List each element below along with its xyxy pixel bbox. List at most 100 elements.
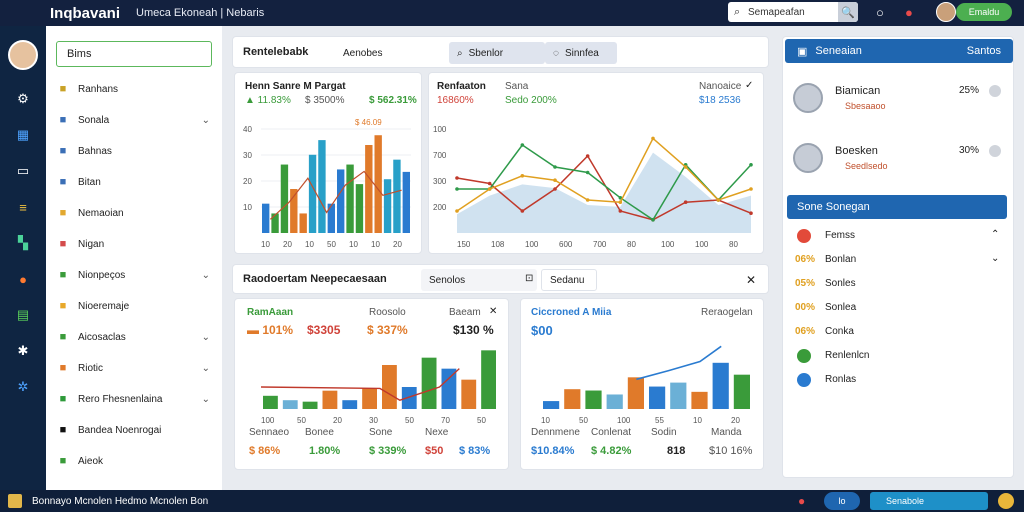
sidebar-item-label: Riotic bbox=[78, 362, 104, 374]
search-box[interactable]: ⌕ Semapeafan 🔍 bbox=[728, 2, 858, 22]
status-bar: Bonnayo Mcnolen Hedmo Mcnolen Bon ● lo S… bbox=[0, 490, 1024, 512]
filter-icon[interactable]: ⊡ bbox=[525, 273, 534, 284]
x-tick-label: 50 bbox=[405, 416, 414, 425]
chart-icon[interactable]: ▤ bbox=[16, 307, 30, 322]
list-item[interactable]: Ronlas bbox=[795, 373, 1005, 389]
sidebar-item[interactable]: ■ Nigan bbox=[56, 235, 216, 253]
card-legend: Nanoaice bbox=[699, 81, 742, 92]
star-icon[interactable]: ✱ bbox=[17, 343, 29, 358]
sidebar-item[interactable]: ■ Aicosaclas ⌄ bbox=[56, 328, 216, 346]
y-tick-label: 30 bbox=[243, 151, 252, 160]
list-item[interactable]: 00% Sonlea bbox=[795, 301, 1005, 317]
chevron-down-icon[interactable]: ⌄ bbox=[201, 269, 210, 281]
x-tick-label: 108 bbox=[491, 240, 505, 249]
sidebar-item[interactable]: ■ Aieok bbox=[56, 452, 216, 470]
sidebar-item[interactable]: ■ Ranhans bbox=[56, 80, 216, 98]
list-item[interactable]: 06% Conka bbox=[795, 325, 1005, 341]
gear-icon[interactable]: ⚙ bbox=[17, 91, 29, 106]
list-item[interactable]: Femss ⌃ bbox=[795, 229, 1005, 245]
bar bbox=[337, 169, 345, 233]
clock-icon: ■ bbox=[59, 207, 67, 219]
stat-2: $ 3500% bbox=[305, 95, 345, 106]
pct-value: 06% bbox=[795, 326, 816, 337]
avatar[interactable] bbox=[936, 2, 956, 22]
y-tick-label: 300 bbox=[433, 177, 447, 186]
x-tick-label: 50 bbox=[297, 416, 306, 425]
list-item[interactable]: 06% Bonlan ⌄ bbox=[795, 253, 1005, 269]
chevron-down-icon[interactable]: ⌄ bbox=[201, 114, 210, 126]
menu-icon[interactable]: ▭ bbox=[16, 163, 30, 178]
close-icon[interactable]: ✕ bbox=[746, 273, 757, 287]
bar bbox=[280, 164, 289, 233]
main-area: Rentelebabk Aenobes ⌕ Sbenlor ◌ Sinnfea He… bbox=[232, 36, 769, 478]
settings-icon[interactable]: ✲ bbox=[17, 379, 29, 394]
bar bbox=[543, 401, 560, 409]
x-tick-label: 100 bbox=[617, 416, 631, 425]
foot-stat: $10 16% bbox=[709, 445, 753, 457]
list-item-label: Bonlan bbox=[825, 254, 857, 265]
list-item[interactable]: 05% Sonles bbox=[795, 277, 1005, 293]
icon-rail: ⚙ ▦ ▭ ≡ ▚ ● ▤ ✱ ✲ bbox=[0, 26, 46, 490]
alert-icon[interactable]: ● bbox=[19, 271, 27, 287]
person-row[interactable]: Boesken Seedlsedo 30% bbox=[793, 141, 1005, 181]
status-search[interactable]: Senabole bbox=[870, 492, 988, 510]
list-item[interactable]: Renlenlcn bbox=[795, 349, 1005, 365]
chevron-icon[interactable]: ✓ bbox=[745, 80, 754, 91]
chip-sinnfea[interactable]: ◌ Sinnfea bbox=[545, 42, 617, 64]
status-button[interactable]: lo bbox=[824, 492, 860, 510]
card-bar-chart: Henn Sanre M Pargat ▲ 11.83% $ 3500% $ 5… bbox=[234, 72, 422, 254]
grid-icon[interactable]: ▦ bbox=[16, 127, 30, 142]
list-icon: ■ bbox=[59, 300, 67, 312]
chevron-down-icon[interactable]: ⌄ bbox=[201, 393, 210, 405]
bar bbox=[712, 362, 729, 409]
puzzle-icon[interactable]: ▚ bbox=[18, 235, 28, 250]
sidebar-item[interactable]: ■ Sonala ⌄ bbox=[56, 111, 216, 129]
tab-aenobes[interactable]: Aenobes bbox=[343, 48, 383, 59]
sidebar: Bims ■ Ranhans ■ Sonala ⌄ ■ Bahnas ■ Bitan ■ Nemao… bbox=[46, 26, 222, 490]
sidebar-item[interactable]: ■ Bahnas bbox=[56, 142, 216, 160]
search-input[interactable]: Semapeafan bbox=[748, 6, 805, 18]
user-icon[interactable] bbox=[998, 493, 1014, 509]
close-icon[interactable]: ✕ bbox=[489, 306, 498, 317]
alert-icon[interactable]: ● bbox=[798, 494, 806, 508]
profile-avatar[interactable] bbox=[8, 40, 38, 70]
more-icon[interactable] bbox=[989, 85, 1001, 97]
person-row[interactable]: Biamican Sbesaaoo 25% bbox=[793, 81, 1005, 121]
sidebar-item[interactable]: ■ Nioeremaje bbox=[56, 297, 216, 315]
sidebar-item[interactable]: ■ Bandea Noenrogai bbox=[56, 421, 216, 439]
bar bbox=[262, 203, 270, 233]
more-icon[interactable] bbox=[989, 145, 1001, 157]
data-point bbox=[749, 211, 753, 215]
chevron-down-icon[interactable]: ⌄ bbox=[201, 362, 210, 374]
user-button[interactable]: Emaldu bbox=[956, 3, 1012, 21]
card-bar-line-chart: Ciccroned A Miia Reraogelan $00 10 50 100 5… bbox=[520, 298, 764, 470]
sidebar-item[interactable]: ■ Bitan bbox=[56, 173, 216, 191]
layers-icon[interactable]: ≡ bbox=[19, 199, 27, 215]
top-toolbar: Rentelebabk Aenobes ⌕ Sbenlor ◌ Sinnfea bbox=[232, 36, 769, 68]
sidebar-item-label: Nioeremaje bbox=[78, 300, 130, 312]
chevron-down-icon[interactable]: ⌄ bbox=[991, 253, 1000, 264]
card-line-chart: Renfaaton Sana Nanoaice ✓ 16860% Sedo 20… bbox=[428, 72, 764, 254]
chevron-up-icon[interactable]: ⌃ bbox=[991, 229, 1000, 240]
right-panel-action[interactable]: Santos bbox=[966, 45, 1001, 57]
sub-header: Sone Sonegan bbox=[787, 195, 1007, 219]
person-meta: Seedlsedo bbox=[845, 161, 888, 171]
chip-sedanu[interactable]: Sedanu bbox=[541, 269, 597, 291]
document-icon: ■ bbox=[59, 145, 67, 157]
chevron-down-icon[interactable]: ⌄ bbox=[201, 331, 210, 343]
foot-label: Sennaeo bbox=[249, 427, 290, 438]
sidebar-header[interactable]: Bims bbox=[56, 41, 212, 67]
help-icon[interactable]: ○ bbox=[876, 5, 884, 20]
notification-icon[interactable]: ● bbox=[905, 5, 913, 20]
black-circle-icon: ■ bbox=[59, 424, 67, 436]
sidebar-item[interactable]: ■ Nemaoian bbox=[56, 204, 216, 222]
chip-sbenlor[interactable]: ⌕ Sbenlor bbox=[449, 42, 545, 64]
sidebar-item[interactable]: ■ Riotic ⌄ bbox=[56, 359, 216, 377]
sidebar-item[interactable]: ■ Rero Fhesnenlaina ⌄ bbox=[56, 390, 216, 408]
sidebar-item-label: Bitan bbox=[78, 176, 101, 188]
y-tick-label: 100 bbox=[433, 125, 447, 134]
chip-senolos[interactable]: Senolos bbox=[421, 269, 537, 291]
search-button[interactable]: 🔍 bbox=[838, 2, 858, 22]
image-icon: ■ bbox=[59, 455, 67, 467]
sidebar-item[interactable]: ■ Nionpeços ⌄ bbox=[56, 266, 216, 284]
